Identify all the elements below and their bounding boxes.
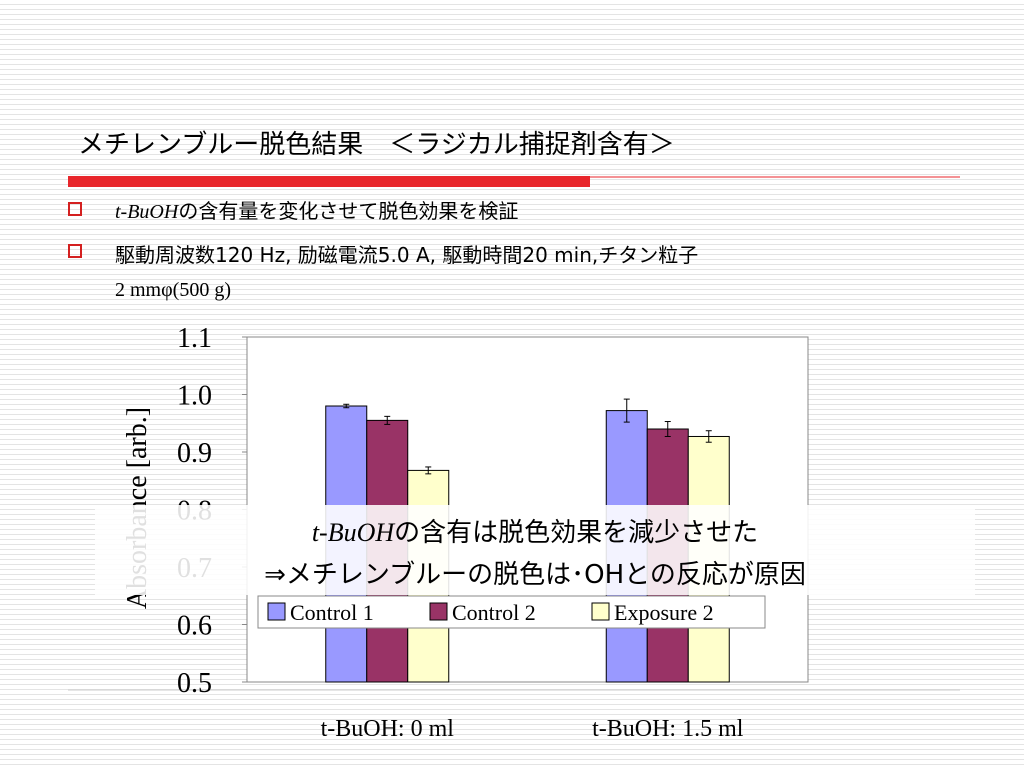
bullet-rest: の含有量を変化させて脱色効果を検証	[178, 199, 518, 223]
y-tick-label: 1.1	[177, 323, 212, 354]
y-tick-label: 0.5	[177, 668, 212, 699]
legend-label: Exposure 2	[614, 600, 714, 625]
bullet-text: 駆動周波数120 Hz, 励磁電流5.0 A, 駆動時間20 min,チタン粒子	[115, 243, 698, 267]
legend-swatch	[591, 602, 610, 621]
legend-swatch	[429, 602, 448, 621]
error-bar	[705, 430, 712, 443]
error-bar	[664, 421, 671, 437]
annotation-line: ⇒メチレンブルーの脱色は･OHとの反応が原因	[264, 560, 806, 590]
annotation-text: の含有は脱色効果を減少させた	[394, 518, 758, 548]
annotation-box	[95, 505, 975, 595]
y-tick-label: 1.0	[177, 381, 212, 412]
title-bar	[68, 176, 590, 187]
bullet-text: t-BuOHの含有量を変化させて脱色効果を検証	[115, 199, 518, 223]
legend-label: Control 2	[452, 600, 536, 625]
bullet-icon	[68, 244, 82, 258]
bullet-italic: t-BuOH	[115, 201, 180, 223]
error-bar	[623, 398, 630, 423]
legend-label: Control 1	[290, 600, 374, 625]
y-tick-label: 0.6	[177, 611, 212, 642]
error-bar	[425, 466, 432, 475]
x-tick-label: t-BuOH: 1.5 ml	[592, 716, 744, 742]
y-tick-label: 0.9	[177, 438, 212, 469]
legend-swatch	[267, 602, 286, 621]
bullet-text: 2 mmφ(500 g)	[115, 279, 231, 301]
error-bar	[384, 415, 391, 425]
x-tick-label: t-BuOH: 0 ml	[321, 716, 455, 742]
bullet-icon	[68, 202, 82, 216]
error-bar	[343, 403, 350, 409]
annotation-line: t-BuOHの含有は脱色効果を減少させた	[312, 518, 758, 548]
legend-box	[257, 595, 766, 629]
annotation-italic: t-BuOH	[312, 518, 396, 547]
slide-title: メチレンブルー脱色結果 ＜ラジカル捕捉剤含有＞	[78, 130, 675, 160]
